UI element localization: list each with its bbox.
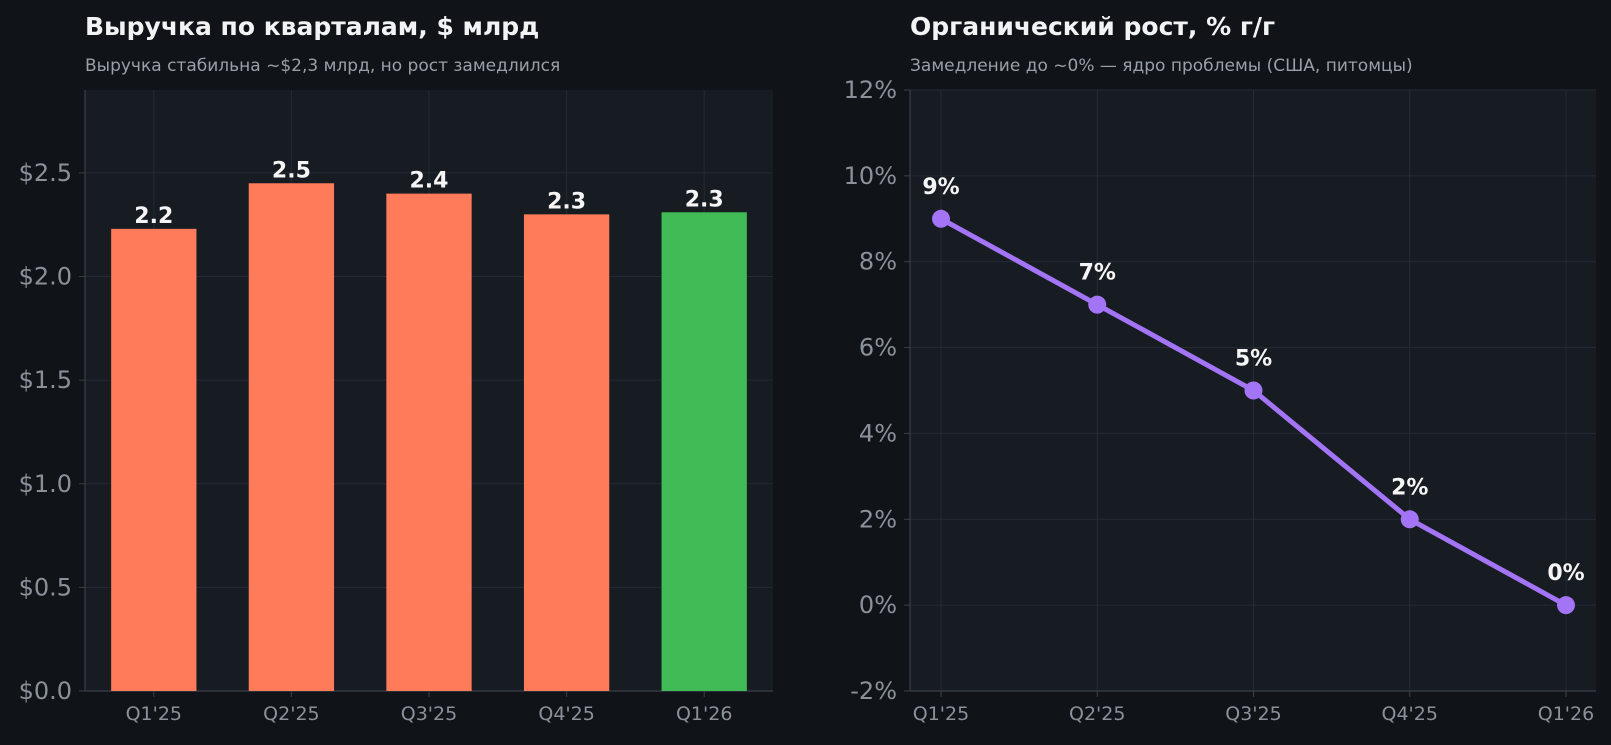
- organic-growth-chart-title: Органический рост, % г/г: [910, 12, 1275, 41]
- organic-growth-chart: Органический рост, % г/г Замедление до ~…: [844, 12, 1596, 725]
- organic-growth-y-tick-label: 4%: [859, 419, 897, 447]
- organic-growth-chart-subtitle: Замедление до ~0% — ядро проблемы (США, …: [910, 56, 1413, 76]
- organic-growth-grid: [909, 89, 1596, 692]
- organic-growth-y-tick-label: -2%: [850, 677, 897, 705]
- revenue-bar: [523, 214, 610, 691]
- organic-growth-data-labels: 9% 7% 5% 2% 0%: [922, 175, 1584, 586]
- organic-growth-x-tick-label: Q1'26: [1538, 703, 1594, 725]
- revenue-x-axis: Q1'25 Q2'25 Q3'25 Q4'25 Q1'26: [126, 691, 732, 725]
- revenue-chart-subtitle: Выручка стабильна ~$2,3 млрд, но рост за…: [85, 56, 560, 76]
- organic-growth-value-label: 7%: [1079, 261, 1116, 286]
- organic-growth-x-tick-label: Q1'25: [913, 703, 969, 725]
- revenue-bars: [111, 183, 747, 692]
- organic-growth-y-tick-label: 2%: [859, 505, 897, 533]
- organic-growth-series: [932, 209, 1575, 615]
- revenue-bar-value-label: 2.5: [272, 158, 311, 183]
- organic-growth-y-tick-label: 12%: [844, 76, 897, 104]
- revenue-x-tick-label: Q1'26: [676, 703, 732, 725]
- organic-growth-value-label: 9%: [922, 175, 959, 200]
- revenue-bar: [111, 228, 197, 691]
- revenue-y-tick-label: $2.5: [19, 159, 72, 187]
- revenue-bar-value-label: 2.3: [685, 187, 724, 212]
- organic-growth-value-label: 0%: [1547, 561, 1584, 586]
- organic-growth-y-tick-label: 0%: [859, 591, 897, 619]
- revenue-y-tick-label: $1.0: [19, 470, 72, 498]
- revenue-x-tick-label: Q2'25: [263, 703, 319, 725]
- revenue-y-tick-label: $1.5: [19, 366, 72, 394]
- organic-growth-y-tick-label: 8%: [859, 248, 897, 276]
- revenue-x-tick-label: Q4'25: [538, 703, 594, 725]
- organic-growth-value-label: 2%: [1391, 475, 1428, 500]
- organic-growth-y-tick-label: 10%: [844, 162, 897, 190]
- revenue-y-tick-label: $0.5: [19, 573, 72, 601]
- revenue-x-tick-label: Q1'25: [126, 703, 182, 725]
- revenue-y-axis: $0.0 $0.5 $1.0 $1.5 $2.0 $2.5: [19, 159, 85, 705]
- organic-growth-point: [1088, 295, 1107, 314]
- revenue-bar-value-label: 2.3: [547, 189, 586, 214]
- revenue-bar: [661, 212, 747, 692]
- organic-growth-point: [1557, 596, 1575, 615]
- revenue-bar-value-label: 2.2: [134, 204, 173, 229]
- organic-growth-point: [1400, 510, 1419, 529]
- revenue-bar: [248, 183, 335, 692]
- revenue-bar-value-label: 2.4: [410, 169, 449, 194]
- organic-growth-value-label: 5%: [1235, 347, 1272, 372]
- organic-growth-y-axis: -2% 0% 2% 4% 6% 8% 10% 12%: [844, 76, 910, 705]
- organic-growth-y-tick-label: 6%: [859, 334, 897, 362]
- revenue-y-tick-label: $2.0: [19, 263, 72, 291]
- organic-growth-x-tick-label: Q2'25: [1069, 703, 1125, 725]
- organic-growth-x-axis: Q1'25 Q2'25 Q3'25 Q4'25 Q1'26: [913, 691, 1594, 725]
- organic-growth-x-tick-label: Q3'25: [1225, 703, 1281, 725]
- revenue-y-tick-label: $0.0: [19, 677, 72, 705]
- revenue-chart: Выручка по кварталам, $ млрд Выручка ста…: [19, 12, 773, 725]
- revenue-chart-title: Выручка по кварталам, $ млрд: [85, 12, 539, 41]
- organic-growth-point: [1244, 381, 1263, 400]
- organic-growth-x-tick-label: Q4'25: [1382, 703, 1438, 725]
- revenue-bar: [386, 193, 472, 691]
- organic-growth-point: [932, 209, 950, 228]
- revenue-x-tick-label: Q3'25: [401, 703, 457, 725]
- revenue-data-labels: 2.2 2.5 2.4 2.3 2.3: [134, 158, 723, 229]
